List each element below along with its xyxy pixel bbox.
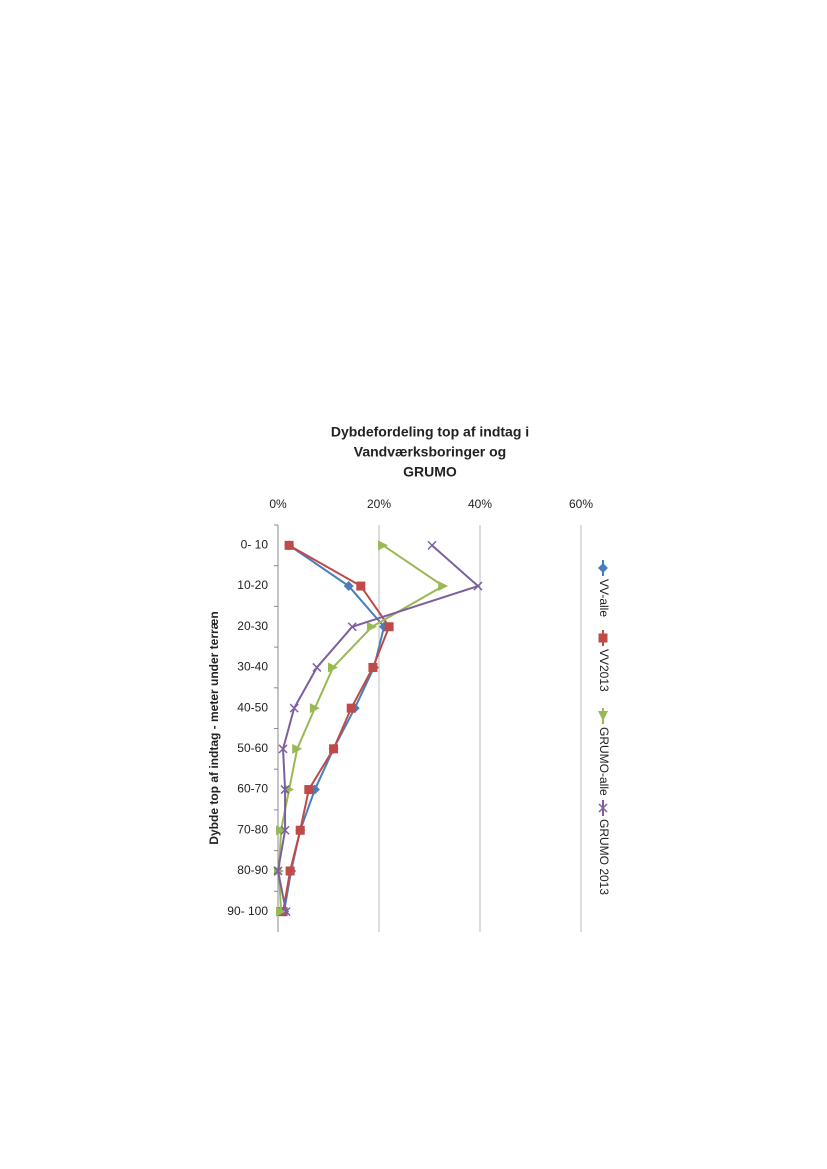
x-tick-label: 60% [569,497,593,511]
marker [598,803,608,813]
marker [276,825,287,836]
marker [356,581,366,591]
chart-title: Vandværksboringer og [354,444,506,460]
marker [280,825,290,835]
marker [281,907,291,917]
chart-title: GRUMO [403,464,457,480]
marker [328,662,339,673]
marker [427,540,437,550]
marker [347,622,357,632]
y-tick-label: 90- 100 [227,904,268,918]
series-line [282,544,391,912]
series-line [276,544,480,912]
legend: VV-alle VV2013 GRUMO-alle GRUMO 2013 [597,560,611,895]
y-tick-label: 0- 10 [241,538,269,552]
y-tick-label: 20-30 [237,619,268,633]
y-axis-title: Dybde top af indtag - meter under terræn [207,611,221,844]
y-tick-label: 80-90 [237,863,268,877]
y-tick-label: 40-50 [237,700,268,714]
y-tick-label: 10-20 [237,578,268,592]
marker [276,906,287,917]
marker [280,785,290,795]
marker [309,703,320,714]
marker [285,866,295,876]
marker [312,662,322,672]
marker [292,743,303,754]
marker [384,622,394,632]
marker [473,581,483,591]
y-tick-label: 30-40 [237,660,268,674]
legend-label: GRUMO-alle [597,727,611,796]
legend-label: VV2013 [597,649,611,692]
marker [289,703,299,713]
legend-label: GRUMO 2013 [597,819,611,895]
marker [278,744,288,754]
marker [598,711,608,721]
y-tick-label: 70-80 [237,822,268,836]
marker [329,744,339,754]
legend-label: VV-alle [597,579,611,617]
marker [366,621,377,632]
series-line [278,544,446,912]
marker [273,866,283,876]
x-tick-label: 0% [269,497,287,511]
marker [304,785,314,795]
x-tick-label: 40% [468,497,492,511]
marker [598,633,608,643]
y-tick-label: 60-70 [237,782,268,796]
marker [346,703,356,713]
marker [598,563,608,573]
marker [378,540,389,551]
marker [368,662,378,672]
marker [284,540,294,550]
marker [295,825,305,835]
chart-title: Dybdefordeling top af indtag i [331,424,529,440]
y-tick-label: 50-60 [237,741,268,755]
x-tick-label: 20% [367,497,391,511]
marker [343,581,354,592]
marker [438,581,449,592]
